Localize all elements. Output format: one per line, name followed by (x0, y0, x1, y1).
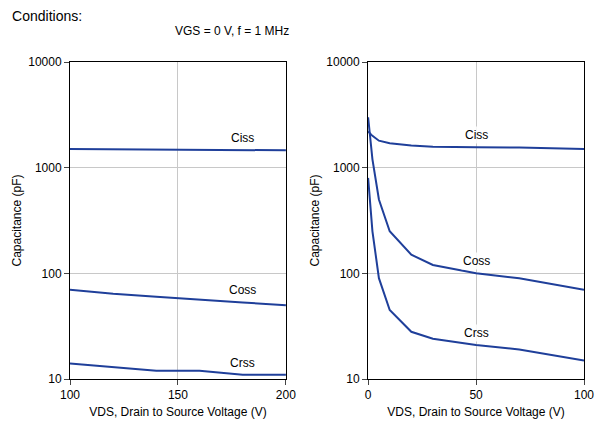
svg-text:200: 200 (276, 388, 296, 402)
svg-text:100: 100 (60, 388, 80, 402)
svg-text:Capacitance (pF): Capacitance (pF) (10, 174, 24, 266)
svg-text:Crss: Crss (464, 326, 489, 340)
svg-text:Crss: Crss (230, 356, 255, 370)
svg-text:VDS, Drain to Source Voltage (: VDS, Drain to Source Voltage (V) (89, 405, 266, 419)
svg-text:Conditions:: Conditions: (12, 8, 82, 24)
svg-text:10: 10 (48, 372, 62, 386)
svg-text:10000: 10000 (326, 55, 360, 69)
svg-text:Capacitance (pF): Capacitance (pF) (308, 174, 322, 266)
svg-text:Coss: Coss (229, 283, 256, 297)
svg-text:VGS = 0 V, f = 1 MHz: VGS = 0 V, f = 1 MHz (175, 24, 289, 38)
svg-text:150: 150 (168, 388, 188, 402)
svg-text:Ciss: Ciss (231, 131, 254, 145)
svg-text:Ciss: Ciss (465, 128, 488, 142)
svg-text:10000: 10000 (28, 55, 62, 69)
svg-text:VDS, Drain to Source Voltage (: VDS, Drain to Source Voltage (V) (387, 405, 564, 419)
svg-text:100: 100 (42, 267, 62, 281)
svg-text:1000: 1000 (333, 161, 360, 175)
svg-text:100: 100 (574, 388, 594, 402)
svg-text:100: 100 (340, 267, 360, 281)
svg-text:1000: 1000 (35, 161, 62, 175)
svg-text:0: 0 (365, 388, 372, 402)
svg-text:Coss: Coss (463, 254, 490, 268)
svg-text:10: 10 (346, 372, 360, 386)
svg-text:50: 50 (469, 388, 483, 402)
